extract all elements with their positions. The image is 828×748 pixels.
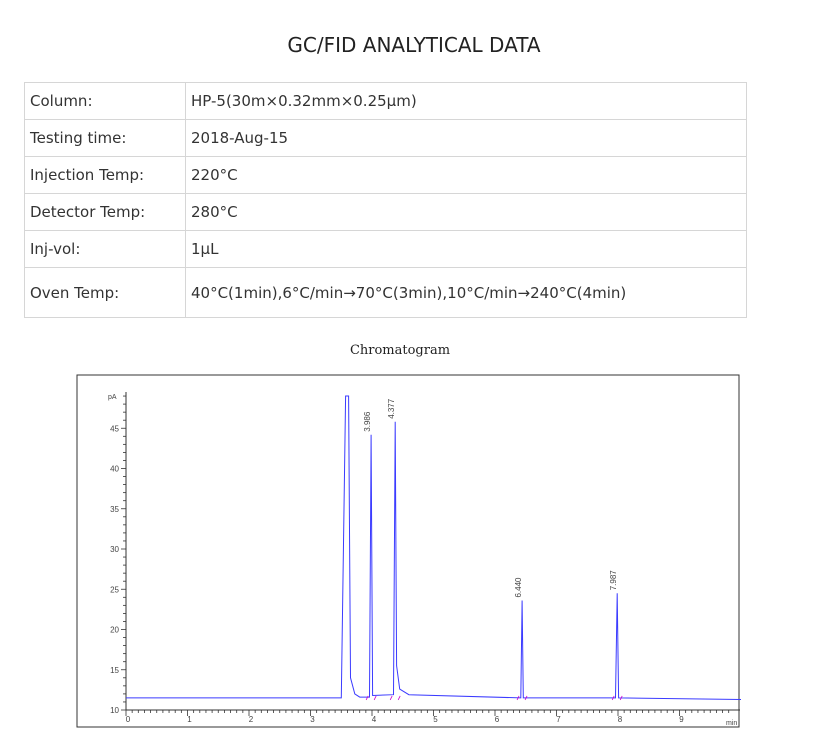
spec-value: 40°C(1min),6°C/min→70°C(3min),10°C/min→2…	[185, 267, 747, 318]
spec-label: Detector Temp:	[24, 193, 186, 231]
peak-start-marker	[611, 695, 615, 701]
peak-label: 6.440	[514, 577, 523, 598]
x-tick-label: 4	[372, 715, 377, 724]
y-tick-label: 35	[110, 505, 119, 514]
peak-label: 7.987	[609, 570, 618, 591]
peak-end-marker	[524, 695, 528, 701]
spec-value: 2018-Aug-15	[185, 119, 747, 157]
y-tick-label: 10	[110, 706, 119, 715]
spec-value: 280°C	[185, 193, 747, 231]
y-axis-unit: pA	[108, 394, 117, 401]
spec-label: Oven Temp:	[24, 267, 186, 318]
spec-value: 1μL	[185, 230, 747, 268]
peak-start-marker	[389, 695, 393, 701]
spec-row-column: Column: HP-5(30m×0.32mm×0.25μm)	[24, 82, 747, 120]
y-tick-label: 20	[110, 626, 119, 635]
x-axis-unit: min	[726, 720, 737, 727]
chart-caption: Chromatogram	[349, 343, 451, 358]
x-tick-label: 2	[249, 715, 254, 724]
peak-end-marker	[397, 695, 401, 701]
spec-label: Injection Temp:	[24, 156, 186, 194]
x-tick-label: 0	[126, 715, 131, 724]
peak-end-marker	[619, 695, 623, 701]
spec-row-testing-time: Testing time: 2018-Aug-15	[24, 119, 747, 157]
spec-row-injection-temp: Injection Temp: 220°C	[24, 156, 747, 194]
x-tick-label: 6	[495, 715, 500, 724]
chart-peaks: 3.986 4.377 6.440 7.987	[363, 398, 623, 701]
spec-value: HP-5(30m×0.32mm×0.25μm)	[185, 82, 747, 120]
spec-row-inj-vol: Inj-vol: 1μL	[24, 230, 747, 268]
x-tick-label: 1	[187, 715, 192, 724]
peak-start-marker	[516, 695, 520, 701]
peak-start-marker	[365, 695, 369, 701]
x-tick-label: 5	[433, 715, 438, 724]
y-tick-label: 45	[110, 424, 119, 433]
y-tick-label: 25	[110, 585, 119, 594]
chart-trace	[126, 395, 741, 700]
chromatogram-trace	[126, 395, 741, 700]
y-tick-label: 30	[110, 545, 119, 554]
page-title: GC/FID ANALYTICAL DATA	[287, 33, 541, 57]
y-tick-label: 15	[110, 666, 119, 675]
x-tick-label: 7	[556, 715, 561, 724]
spec-row-detector-temp: Detector Temp: 280°C	[24, 193, 747, 231]
specs-table: Column: HP-5(30m×0.32mm×0.25μm) Testing …	[24, 82, 747, 318]
x-tick-label: 3	[310, 715, 315, 724]
spec-label: Column:	[24, 82, 186, 120]
chart-frame	[76, 374, 740, 728]
y-tick-label: 40	[110, 465, 119, 474]
x-tick-label: 8	[618, 715, 623, 724]
x-tick-label: 9	[679, 715, 684, 724]
peak-label: 3.986	[363, 411, 372, 432]
spec-value: 220°C	[185, 156, 747, 194]
peak-label: 4.377	[387, 398, 396, 419]
spec-label: Testing time:	[24, 119, 186, 157]
spec-row-oven-temp: Oven Temp: 40°C(1min),6°C/min→70°C(3min)…	[24, 267, 747, 318]
spec-label: Inj-vol:	[24, 230, 186, 268]
peak-end-marker	[373, 695, 377, 701]
